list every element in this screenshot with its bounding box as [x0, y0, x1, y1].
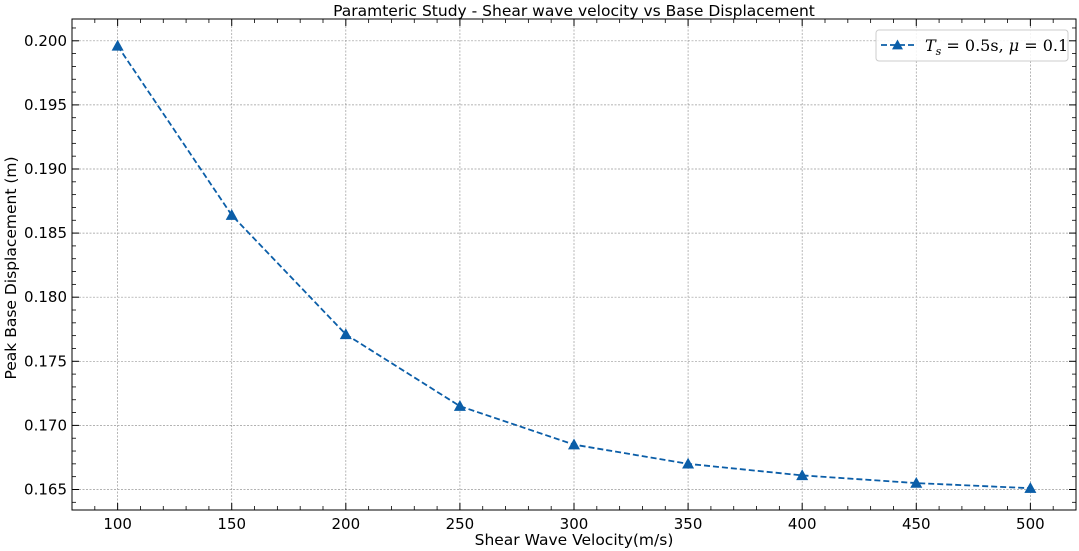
- x-tick-label: 450: [902, 515, 931, 533]
- data-point-marker: [796, 469, 809, 481]
- data-point-marker: [339, 328, 352, 340]
- y-tick-label: 0.200: [24, 32, 67, 50]
- x-tick-label: 250: [446, 515, 475, 533]
- series-layer: [111, 39, 1037, 493]
- y-tick-label: 0.185: [24, 224, 67, 242]
- data-point-marker: [567, 438, 581, 450]
- y-tick-label: 0.170: [24, 416, 67, 434]
- data-point-marker: [225, 209, 238, 220]
- x-tick-label: 300: [560, 515, 589, 533]
- legend-box: [875, 29, 1069, 62]
- legend-value: = 0.5s,: [941, 36, 1008, 55]
- ticks: [71, 19, 1077, 510]
- legend-marker-triangle: [892, 39, 903, 50]
- legend-symbol: T: [925, 36, 937, 55]
- x-tick-label: 350: [674, 515, 703, 533]
- chart-title: Paramteric Study - Shear wave velocity v…: [333, 2, 815, 20]
- y-tick-label: 0.190: [24, 160, 67, 178]
- y-tick-label: 0.180: [24, 288, 67, 306]
- legend-mu-symbol: μ: [1009, 36, 1019, 55]
- y-tick-label: 0.195: [24, 96, 67, 114]
- data-point-marker: [910, 476, 923, 488]
- x-tick-label: 150: [217, 515, 246, 533]
- x-tick-label: 400: [788, 515, 817, 533]
- data-point-marker: [1024, 482, 1037, 493]
- x-tick-label: 100: [103, 515, 132, 533]
- data-point-marker: [453, 400, 466, 411]
- tick-labels: 100 150 200 250 300 350 400 450 500 0.165 0.170 0.1…: [24, 32, 1045, 533]
- data-point-marker: [682, 457, 695, 469]
- legend: Ts = 0.5s, μ = 0.1: [875, 29, 1069, 62]
- data-point-marker: [111, 39, 124, 51]
- x-tick-label: 200: [331, 515, 360, 533]
- legend-mu-value: = 0.1: [1019, 36, 1068, 55]
- x-axis-label: Shear Wave Velocity(m/s): [475, 531, 674, 549]
- y-tick-label: 0.175: [24, 352, 67, 370]
- legend-label: Ts = 0.5s, μ = 0.1: [925, 36, 1068, 58]
- y-axis-label: Peak Base Displacement (m): [2, 156, 20, 379]
- x-tick-label: 500: [1016, 515, 1045, 533]
- legend-subscript: s: [936, 45, 942, 58]
- y-tick-label: 0.165: [24, 480, 67, 498]
- grid: [72, 19, 1076, 510]
